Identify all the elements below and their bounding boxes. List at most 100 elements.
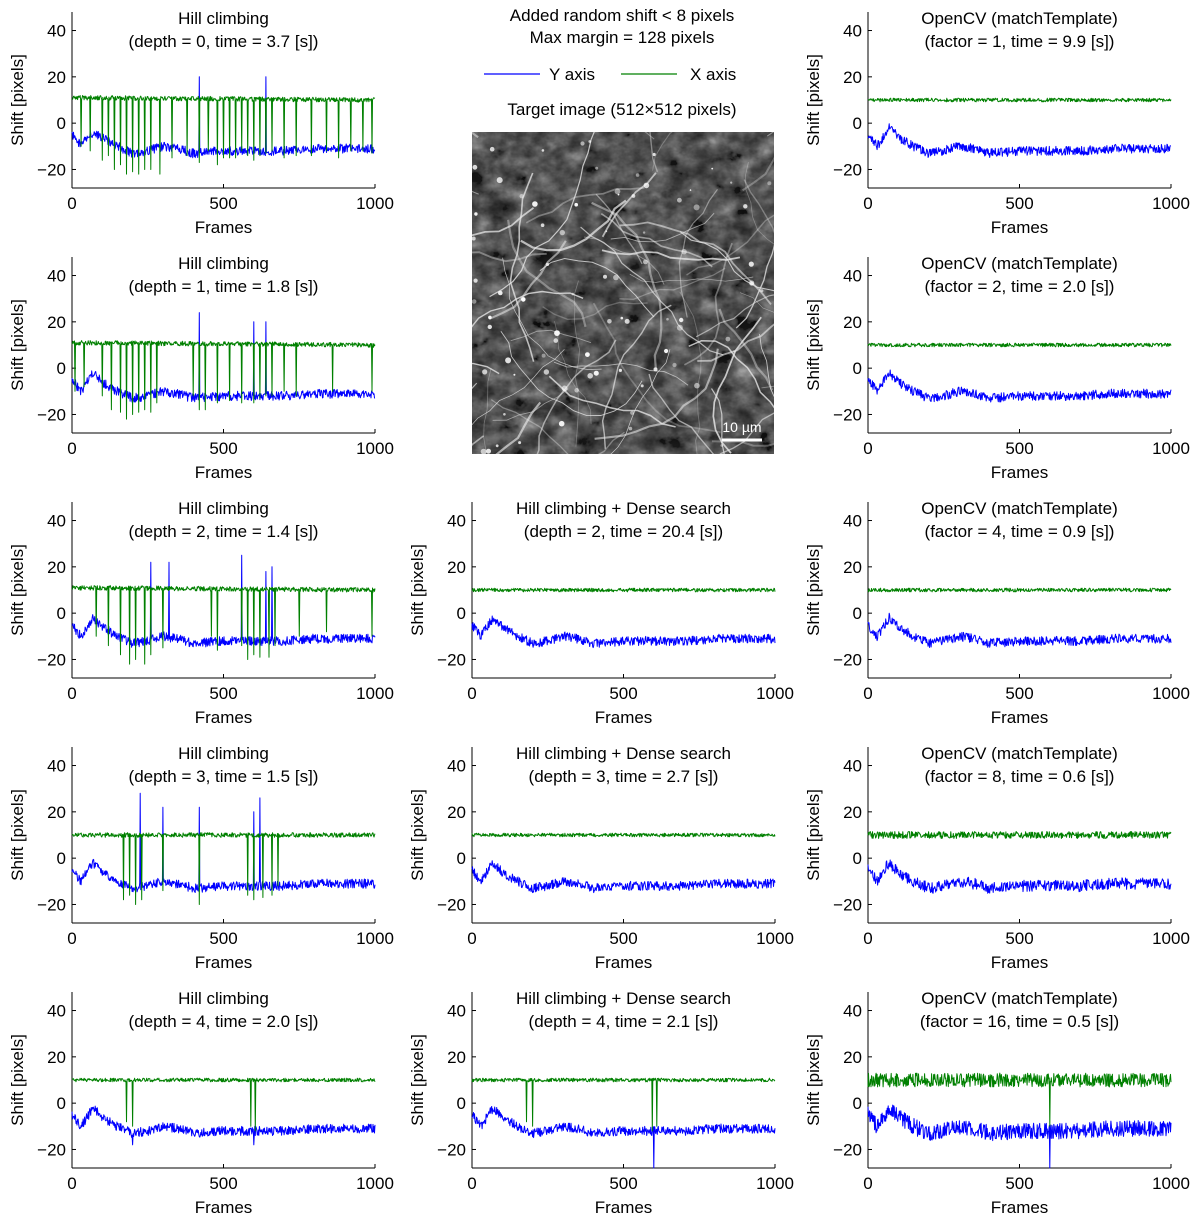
- y-tick-label: 0: [457, 849, 466, 868]
- header-line-2: Max margin = 128 pixels: [530, 28, 715, 47]
- y-tick-label: −20: [37, 160, 66, 179]
- panel-cv8: OpenCV (matchTemplate) (factor = 8, time …: [804, 744, 1190, 972]
- x-axis-label: Frames: [991, 953, 1049, 972]
- x-axis-label: Frames: [595, 708, 653, 727]
- bright-spot: [693, 204, 700, 211]
- fiber-stroke: [595, 193, 643, 265]
- header-line-1: Added random shift < 8 pixels: [510, 6, 734, 25]
- fiber-stroke: [525, 187, 645, 224]
- bright-spot: [554, 330, 560, 336]
- panel-title-line-2: (depth = 4, time = 2.0 [s]): [129, 1012, 319, 1031]
- y-axis-label: Shift [pixels]: [8, 299, 27, 391]
- y-tick-label: −20: [437, 1140, 466, 1159]
- y-tick-label: 20: [843, 558, 862, 577]
- target-image: 10 µm: [472, 132, 774, 454]
- bright-spot: [585, 352, 590, 357]
- x-tick-label: 0: [67, 439, 76, 458]
- x-tick-label: 500: [209, 929, 237, 948]
- panel-title-line-1: Hill climbing: [178, 744, 269, 763]
- y-axis-series-line: [471, 615, 776, 649]
- y-axis-label: Shift [pixels]: [8, 544, 27, 636]
- x-tick-label: 1000: [756, 1174, 794, 1193]
- x-tick-label: 0: [863, 194, 872, 213]
- x-tick-label: 1000: [356, 1174, 394, 1193]
- fiber-stroke: [548, 375, 676, 428]
- x-tick-label: 1000: [1152, 439, 1190, 458]
- bright-spot: [630, 410, 635, 415]
- panel-cv16: OpenCV (matchTemplate) (factor = 16, time…: [804, 989, 1190, 1217]
- fiber-stroke: [510, 329, 592, 344]
- fiber-stroke: [489, 132, 595, 298]
- x-axis-label: Frames: [991, 1198, 1049, 1217]
- x-tick-label: 500: [1005, 194, 1033, 213]
- y-axis-label: Shift [pixels]: [804, 54, 823, 146]
- bright-spot: [640, 384, 644, 388]
- bright-spot: [725, 336, 731, 342]
- fiber-stroke: [492, 388, 569, 421]
- panel-cv2: OpenCV (matchTemplate) (factor = 2, time …: [804, 254, 1190, 482]
- y-tick-label: 20: [843, 68, 862, 87]
- scale-bar-label: 10 µm: [722, 419, 761, 435]
- bright-spot: [643, 182, 650, 189]
- y-tick-label: 0: [57, 359, 66, 378]
- y-axis-series-line: [867, 1104, 1172, 1169]
- y-tick-label: 40: [447, 1002, 466, 1021]
- y-tick-label: 20: [447, 558, 466, 577]
- bright-spot: [472, 164, 478, 170]
- bright-spot: [559, 229, 565, 236]
- bright-spot: [605, 230, 608, 233]
- bright-spot: [620, 316, 624, 320]
- bright-spot: [677, 197, 682, 203]
- fiber-stroke: [648, 373, 715, 454]
- panel-title-line-2: (factor = 2, time = 2.0 [s]): [925, 277, 1115, 296]
- bright-spot: [689, 189, 692, 191]
- x-tick-label: 0: [467, 684, 476, 703]
- panel-title-line-2: (factor = 1, time = 9.9 [s]): [925, 32, 1115, 51]
- y-tick-label: −20: [833, 405, 862, 424]
- bright-spot: [653, 367, 658, 372]
- bright-spot: [532, 201, 538, 207]
- x-axis-series-line: [71, 340, 376, 420]
- bright-spot: [545, 262, 550, 266]
- x-tick-label: 0: [863, 684, 872, 703]
- bright-spot: [652, 152, 656, 157]
- y-tick-label: 40: [447, 757, 466, 776]
- bright-spot: [767, 181, 772, 186]
- fiber-stroke: [711, 440, 774, 447]
- fiber-stroke: [542, 301, 648, 321]
- bright-spot: [672, 362, 677, 368]
- bright-spot: [628, 426, 633, 431]
- x-axis-label: Frames: [991, 463, 1049, 482]
- fiber-stroke: [574, 280, 581, 447]
- y-axis-series-line: [867, 612, 1172, 648]
- y-tick-label: 40: [47, 267, 66, 286]
- bright-spot: [541, 149, 545, 152]
- y-axis-label: Shift [pixels]: [8, 54, 27, 146]
- y-axis-label: Shift [pixels]: [804, 299, 823, 391]
- fiber-stroke: [759, 333, 774, 398]
- y-tick-label: 20: [47, 558, 66, 577]
- fiber-stroke: [652, 132, 673, 171]
- y-tick-label: −20: [37, 895, 66, 914]
- x-tick-label: 500: [609, 684, 637, 703]
- x-tick-label: 500: [1005, 439, 1033, 458]
- panel-title-line-2: (depth = 3, time = 1.5 [s]): [129, 767, 319, 786]
- bright-spot: [495, 444, 499, 448]
- y-axis-series-line: [867, 369, 1172, 403]
- fiber-stroke: [472, 251, 547, 263]
- bright-spot: [558, 420, 565, 427]
- panel-title-line-1: Hill climbing + Dense search: [516, 989, 731, 1008]
- y-axis-series-line: [71, 312, 376, 403]
- y-axis-label: Shift [pixels]: [8, 789, 27, 881]
- y-tick-label: 0: [457, 1094, 466, 1113]
- fiber-stroke: [488, 240, 567, 320]
- x-tick-label: 500: [209, 194, 237, 213]
- x-axis-series-line: [867, 831, 1172, 839]
- bright-spot: [642, 231, 646, 234]
- x-tick-label: 0: [67, 1174, 76, 1193]
- fiber-stroke: [743, 179, 774, 234]
- panel-title-line-2: (depth = 2, time = 1.4 [s]): [129, 522, 319, 541]
- bright-spot: [513, 373, 516, 376]
- y-axis-label: Shift [pixels]: [408, 544, 427, 636]
